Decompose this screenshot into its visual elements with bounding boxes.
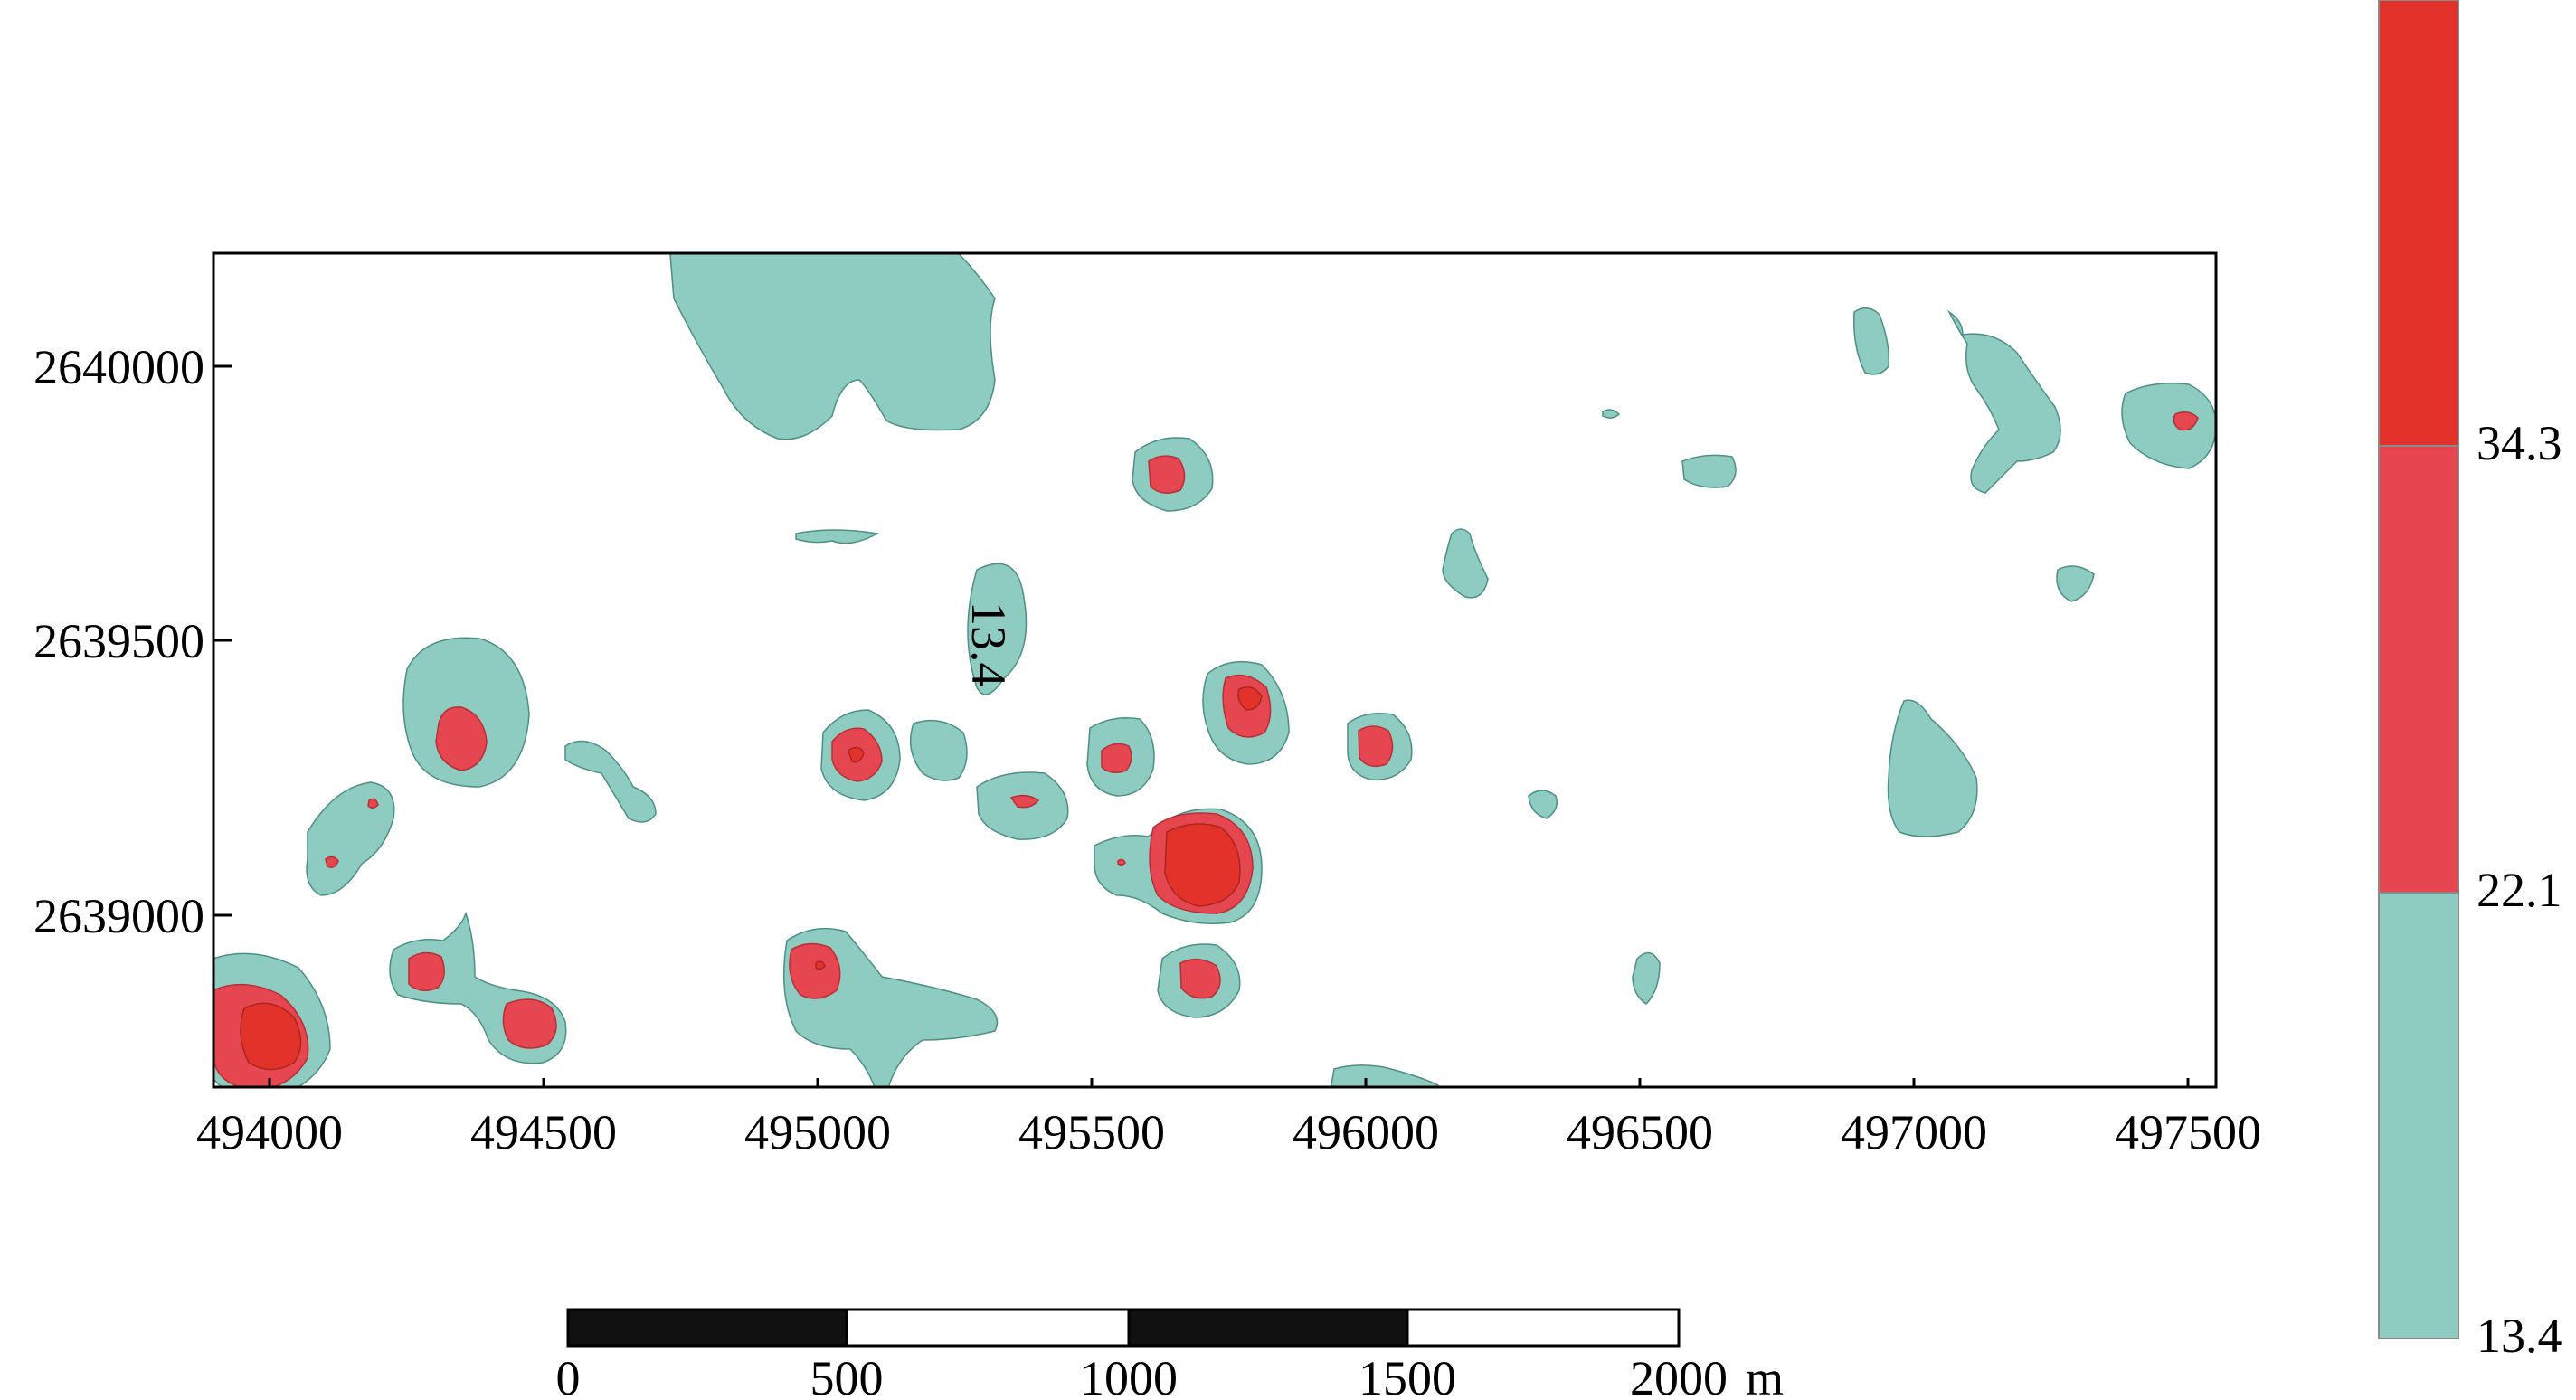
legend-swatch-high [2378,0,2459,447]
scale-segment [1406,1308,1681,1348]
contour-region [909,719,968,781]
x-tick-label: 494000 [196,1105,343,1159]
contour-region [325,856,339,868]
contour-region [240,1002,302,1071]
legend-label: 13.4 [2477,1309,2562,1363]
legend-swatch-mid [2378,445,2459,894]
scale-segment [1127,1308,1409,1348]
scale-unit: m [1746,1351,1784,1400]
contour-region [795,529,880,544]
y-tick-label: 2640000 [33,340,204,394]
contour-label: 13.4 [961,601,1016,687]
scale-segment [566,1308,848,1348]
y-axis: 2640000 2639500 2639000 [33,340,232,943]
contour-region [435,706,488,771]
contour-region [967,563,1028,695]
x-tick-label: 497500 [2115,1105,2261,1159]
contour-region [1237,686,1263,711]
legend-label: 34.3 [2477,416,2562,470]
contour-region [1358,725,1394,768]
scale-label: 0 [556,1351,581,1400]
scale-label: 500 [810,1351,884,1400]
contour-region [1164,823,1241,907]
x-tick-label: 495500 [1018,1105,1165,1159]
plot-frame [212,251,2218,1089]
contour-region [1148,455,1186,494]
scale-segment [845,1308,1131,1348]
contour-region [1330,1064,1439,1087]
contour-region [789,942,841,999]
contour-fills [213,253,2216,1087]
contour-region [1117,858,1126,866]
legend-label: 22.1 [2477,863,2562,917]
contour-region [1887,699,1978,837]
scale-label: 1500 [1359,1351,1456,1400]
contour-region [408,951,445,991]
x-axis: 494000 494500 495000 495500 496000 49650… [196,1078,2261,1159]
contour-region [1442,528,1489,599]
plot-area: 13.4 [212,251,2218,1089]
x-tick-label: 496000 [1293,1105,1439,1159]
contour-region [502,998,557,1049]
contour-region [1602,409,1621,419]
contour-region [564,740,657,823]
scale-bar: 0 500 1000 1500 2000 m [556,1308,1784,1400]
x-tick-label: 497000 [1841,1105,1987,1159]
contour-region [1947,309,2061,494]
contour-region [2173,411,2199,431]
contour-region [2056,565,2095,602]
contour-region [1101,743,1132,773]
x-tick-label: 496500 [1567,1105,1713,1159]
contour-region [1632,951,1661,1005]
contour-region [1528,790,1558,819]
contour-region [815,960,826,970]
contour-region [1681,454,1737,488]
scale-label: 2000 [1630,1351,1728,1400]
contour-region [848,746,865,763]
contour-region [1853,307,1890,375]
legend-colorbar: 34.3 22.1 13.4 [2378,0,2562,1363]
contour-region [1009,794,1040,809]
contour-region [1179,958,1221,999]
contour-region [367,798,379,809]
scale-label: 1000 [1080,1351,1178,1400]
y-tick-label: 2639000 [33,889,204,943]
y-tick-label: 2639500 [33,614,204,668]
x-tick-label: 495000 [744,1105,891,1159]
contour-region [2121,383,2216,469]
legend-swatch-low [2378,892,2459,1339]
x-tick-label: 494500 [470,1105,617,1159]
contour-region [669,253,996,440]
